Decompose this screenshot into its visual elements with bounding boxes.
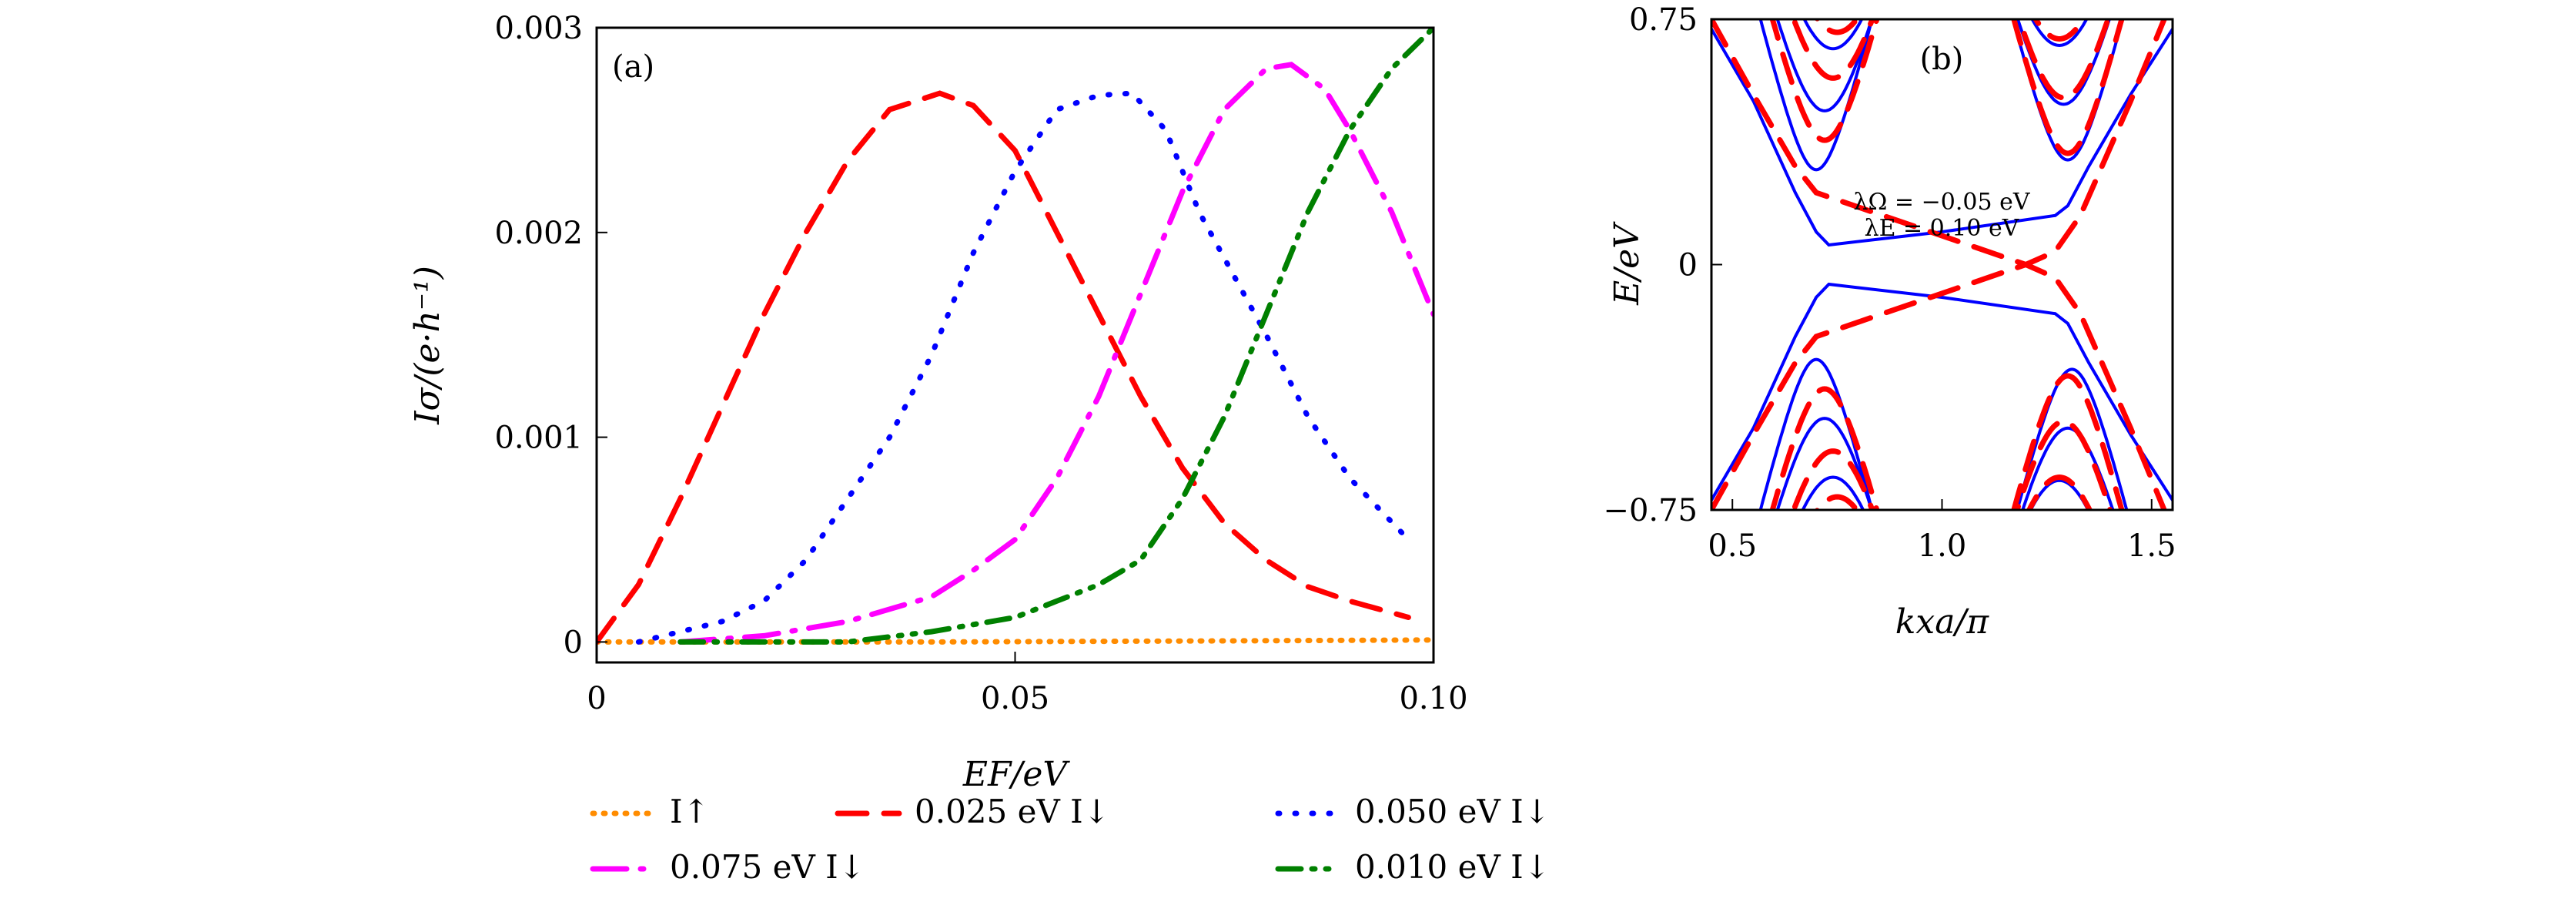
x-axis-label: EF/eV xyxy=(962,755,1071,794)
series-line-3 xyxy=(677,62,1434,645)
legend: I↑ 0.025 eV I↓ 0.050 eV I↓ 0.075 eV I↓ 0.010… xyxy=(590,793,1551,886)
band-line-16 xyxy=(2016,19,2111,101)
y-axis-label: E/eV xyxy=(1607,221,1647,306)
x-tick-label: 0 xyxy=(587,681,606,716)
y-tick-label: 0.001 xyxy=(494,421,583,456)
band-line-10 xyxy=(2021,426,2115,510)
legend-label-0: I↑ xyxy=(670,793,710,830)
x-tick-label: 0.10 xyxy=(1399,681,1467,716)
series-line-1 xyxy=(597,90,1411,645)
legend-label-1: 0.025 eV I↓ xyxy=(915,793,1110,830)
plot-area xyxy=(1711,19,2173,510)
band-line-4 xyxy=(2016,19,2111,106)
legend-label-2: 0.050 eV I↓ xyxy=(1355,793,1551,830)
axes-frame xyxy=(595,26,1435,664)
x-tick-label: 0.05 xyxy=(981,681,1049,716)
band-line-20 xyxy=(1814,494,1861,510)
y-tick-label: 0 xyxy=(564,625,583,660)
series-line-0 xyxy=(1711,27,2173,247)
band-line-11 xyxy=(2029,478,2090,510)
annotation-1: λE = 0.10 eV xyxy=(1865,215,2020,242)
x-axis-label: kxa/π xyxy=(1895,602,1990,642)
panel-label-b: (b) xyxy=(1920,42,1964,77)
series-line-1 xyxy=(1711,282,2173,502)
band-line-12 xyxy=(1769,19,1880,143)
y-tick-label: 0.75 xyxy=(1629,2,1698,38)
band-line-17 xyxy=(2032,19,2086,42)
series-line-4 xyxy=(677,28,1434,645)
series-line-3 xyxy=(1711,19,2167,510)
band-line-15 xyxy=(2011,19,2125,156)
x-tick-label: 0.5 xyxy=(1708,528,1757,564)
legend-label-4: 0.010 eV I↓ xyxy=(1355,848,1551,886)
y-tick-label: −0.75 xyxy=(1603,493,1698,528)
band-line-0 xyxy=(1758,19,1874,172)
series-line-0 xyxy=(597,637,1434,645)
band-line-7 xyxy=(1775,417,1874,510)
band-line-23 xyxy=(2026,474,2093,510)
band-line-22 xyxy=(2014,418,2113,510)
band-line-1 xyxy=(1775,19,1874,112)
band-line-2 xyxy=(1802,19,1864,51)
band-line-6 xyxy=(1758,357,1874,510)
panel-a: 0 0.05 0.10 0 0.001 0.002 0.003 EF/eV Iσ/(e·h⁻¹)… xyxy=(408,11,1468,794)
y-axis-label: Iσ/(e·h⁻¹) xyxy=(408,266,447,425)
y-tick-label: 0.003 xyxy=(494,11,583,46)
plot-area xyxy=(597,28,1434,645)
x-tick-label: 1.5 xyxy=(2127,528,2176,564)
band-line-13 xyxy=(1791,19,1875,81)
x-tick-label: 1.0 xyxy=(1918,528,1967,564)
band-line-21 xyxy=(2011,373,2125,510)
band-line-14 xyxy=(1814,19,1861,35)
y-tick-label: 0.002 xyxy=(494,216,583,251)
panel-label-a: (a) xyxy=(612,49,654,85)
series-line-2 xyxy=(1711,19,2167,510)
legend-label-3: 0.075 eV I↓ xyxy=(670,848,865,886)
band-line-5 xyxy=(2030,19,2089,48)
series-line-2 xyxy=(635,90,1411,645)
panel-b: 0.5 1.0 1.5 −0.75 0 0.75 kxa/π E/eV (b) λΩ = −0.0… xyxy=(1603,2,2176,642)
annotation-0: λΩ = −0.05 eV xyxy=(1854,189,2031,216)
band-line-8 xyxy=(1801,475,1865,510)
y-tick-label: 0 xyxy=(1678,248,1698,283)
band-line-18 xyxy=(1769,386,1880,510)
band-line-19 xyxy=(1791,448,1875,510)
